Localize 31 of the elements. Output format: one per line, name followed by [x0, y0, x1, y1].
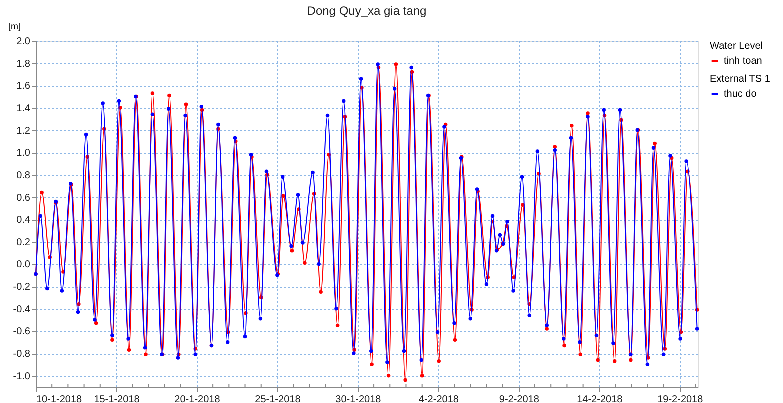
y-tick-label: 0.0: [16, 260, 31, 271]
x-tick-label: 14-2-2018: [577, 394, 624, 403]
y-tick-label: 0.2: [16, 237, 31, 248]
y-tick-label: -0.8: [13, 349, 31, 360]
y-tick-label: 0.6: [16, 192, 31, 204]
x-tick-label: 19-2-2018: [658, 394, 704, 403]
x-tick-label: 20-1-2018: [174, 394, 221, 403]
x-tick-label: 10-1-2018: [36, 394, 83, 403]
y-tick-label: 1.8: [16, 58, 31, 70]
y-tick-label: -0.4: [13, 304, 31, 316]
y-tick-label: 1.4: [16, 103, 31, 114]
y-tick-label: 0.4: [16, 215, 31, 226]
y-tick-label: -1.0: [13, 371, 31, 382]
legend-label: tinh toan: [724, 56, 762, 67]
text: External TS 1: [710, 74, 770, 85]
x-tick-label: 15-1-2018: [94, 394, 140, 403]
y-tick-label: 1.0: [16, 148, 31, 160]
y-tick-label: 1.2: [16, 126, 31, 137]
x-tick-label: 4-2-2018: [418, 394, 460, 403]
x-tick-label: 9-2-2018: [499, 394, 540, 403]
chart-title: Dong Quy_xa gia tang: [307, 4, 427, 18]
y-tick-label: 1.6: [16, 81, 31, 92]
y-tick-label: 2.0: [16, 36, 31, 48]
text: Water Level: [710, 41, 763, 52]
y-tick-label: -0.6: [13, 326, 31, 338]
x-tick-label: 25-1-2018: [255, 394, 302, 403]
legend-label: thuc do: [724, 89, 758, 100]
y-tick-label: -0.2: [13, 282, 31, 294]
x-tick-label: 30-1-2018: [336, 394, 382, 403]
y-tick-label: 0.8: [16, 170, 31, 182]
y-axis-title: [m]: [8, 22, 21, 32]
